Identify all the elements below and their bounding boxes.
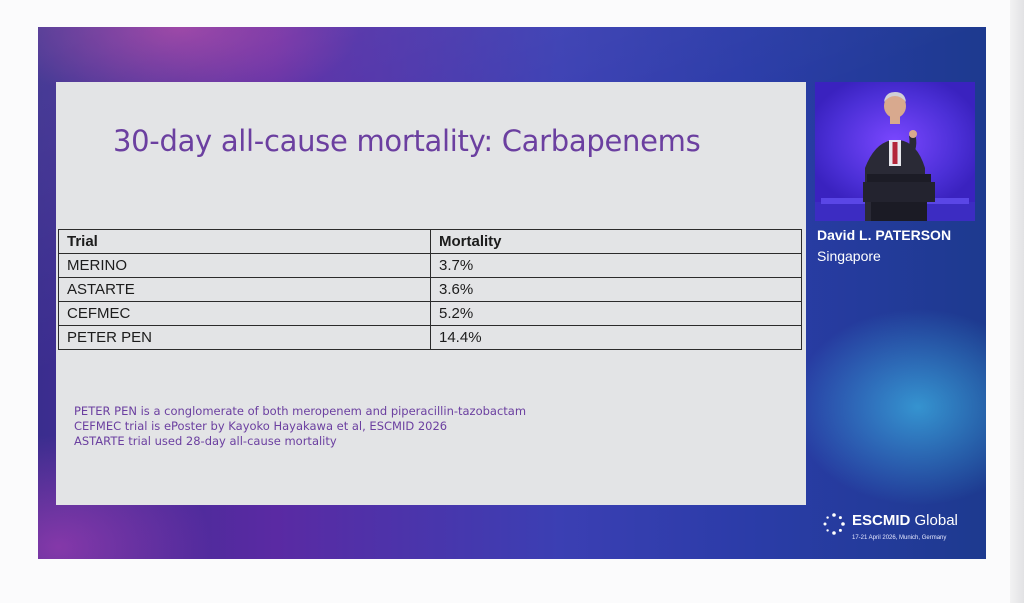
brand-name-rest: Global	[910, 512, 958, 529]
table-header-row: Trial Mortality	[58, 229, 802, 254]
trial-cell: CEFMEC	[58, 301, 431, 326]
mortality-cell: 5.2%	[430, 301, 802, 326]
slide-footnotes: PETER PEN is a conglomerate of both mero…	[74, 404, 526, 449]
escmid-logo-icon	[823, 513, 845, 535]
speaker-name: David L. PATERSON	[817, 227, 952, 243]
brand-name: ESCMID Global	[852, 512, 958, 529]
escmid-branding: ESCMID Global 17-21 April 2026, Munich, …	[822, 512, 982, 548]
footnote: ASTARTE trial used 28-day all-cause mort…	[74, 434, 337, 448]
brand-name-bold: ESCMID	[852, 512, 911, 529]
presentation-frame: 30-day all-cause mortality: Carbapenems …	[38, 27, 986, 559]
speaker-location: Singapore	[817, 248, 881, 264]
column-header-trial: Trial	[58, 229, 431, 254]
mortality-cell: 3.7%	[430, 253, 802, 278]
trial-cell: PETER PEN	[58, 325, 431, 350]
mortality-table: Trial Mortality MERINO 3.7% ASTARTE 3.6%…	[58, 229, 802, 350]
table-row: MERINO 3.7%	[58, 253, 802, 278]
page-edge	[1010, 0, 1024, 603]
footnote: PETER PEN is a conglomerate of both mero…	[74, 404, 527, 418]
table-row: CEFMEC 5.2%	[58, 301, 802, 326]
footnote: CEFMEC trial is ePoster by Kayoko Hayaka…	[74, 419, 448, 433]
table-row: PETER PEN 14.4%	[58, 325, 802, 350]
column-header-mortality: Mortality	[430, 229, 802, 254]
slide-title: 30-day all-cause mortality: Carbapenems	[113, 124, 701, 158]
trial-cell: ASTARTE	[58, 277, 431, 302]
trial-cell: MERINO	[58, 253, 431, 278]
mortality-cell: 14.4%	[430, 325, 802, 350]
mortality-cell: 3.6%	[430, 277, 802, 302]
table-row: ASTARTE 3.6%	[58, 277, 802, 302]
speaker-video	[815, 82, 975, 221]
event-date: 17-21 April 2026, Munich, Germany	[852, 535, 947, 541]
speaker-figure-icon	[815, 92, 975, 221]
slide-panel: 30-day all-cause mortality: Carbapenems …	[56, 82, 806, 505]
